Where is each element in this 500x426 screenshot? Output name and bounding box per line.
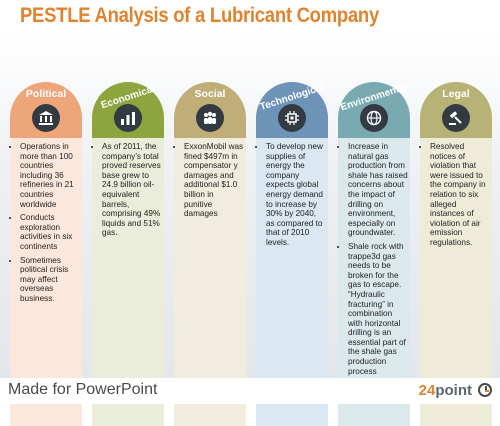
gavel-icon (442, 104, 470, 132)
government-building-icon (32, 104, 60, 132)
list-item: Conducts exploration activities in six c… (20, 213, 80, 251)
arch-social: Social (174, 82, 246, 138)
footer: Made for PowerPoint 24point (0, 378, 500, 404)
list-item: As of 2011, the company’s total proved r… (102, 142, 162, 238)
brand-logo: 24point (419, 382, 472, 399)
brand-number: 24 (418, 382, 436, 399)
arch-political: Political (10, 82, 82, 138)
footer-text: Made for PowerPoint (8, 381, 158, 398)
column-label-legal: Legal (442, 88, 470, 100)
globe-icon (360, 104, 388, 132)
column-label-social: Social (194, 88, 226, 100)
list-item: Shale rock with trappe3d gas needs to be… (348, 242, 408, 376)
arch-technological: Technological (256, 82, 328, 138)
slide-title: PESTLE Analysis of a Lubricant Company (20, 4, 379, 27)
list-item: Resolved notices of violation that were … (430, 142, 490, 248)
list-item: Increase in natural gas production from … (348, 142, 408, 238)
column-label-political: Political (25, 88, 67, 100)
clock-icon (478, 383, 492, 397)
brand-word: point (435, 382, 472, 399)
list-item: Operations in more than 100 countries in… (20, 142, 80, 209)
pestle-stage: Political Operations in more than 100 co… (0, 34, 500, 426)
arch-economical: Economical (92, 82, 164, 138)
arch-environmental: Environmental (338, 82, 410, 138)
arch-legal: Legal (420, 82, 492, 138)
list-item: Sometimes political crisis may affect ov… (20, 256, 80, 304)
bar-chart-icon (114, 104, 142, 132)
list-item: ExxonMobil was fined $497m in compensato… (184, 142, 244, 219)
people-icon (196, 104, 224, 132)
chip-icon (278, 104, 306, 132)
list-item: To develop new supplies of energy the co… (266, 142, 326, 248)
